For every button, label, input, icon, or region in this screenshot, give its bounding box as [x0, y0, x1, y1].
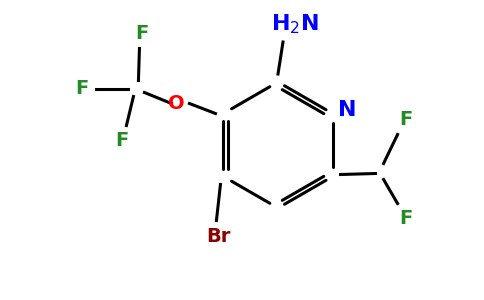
Text: F: F — [399, 209, 412, 228]
Text: F: F — [115, 131, 128, 150]
Text: O: O — [168, 94, 185, 113]
Text: F: F — [75, 79, 88, 98]
Text: F: F — [399, 110, 412, 129]
Text: N: N — [337, 100, 356, 121]
Text: H$_2$N: H$_2$N — [271, 12, 319, 36]
Text: Br: Br — [206, 227, 231, 246]
Text: F: F — [135, 24, 148, 43]
